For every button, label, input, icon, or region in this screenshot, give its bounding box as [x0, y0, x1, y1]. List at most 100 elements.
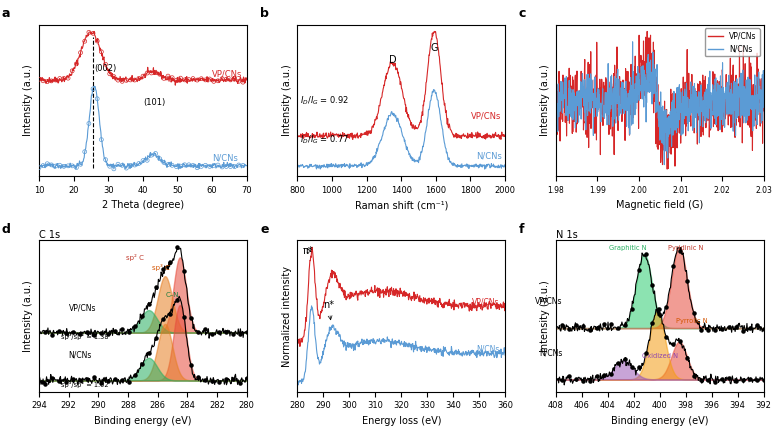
Point	[583, 378, 596, 385]
Point	[112, 161, 125, 168]
Point	[174, 163, 187, 170]
Point	[220, 163, 233, 170]
Point	[178, 76, 191, 83]
Text: f: f	[519, 223, 524, 236]
Text: (002): (002)	[94, 64, 117, 73]
Point	[737, 377, 749, 384]
Point	[709, 378, 721, 385]
Point	[569, 376, 582, 383]
Point	[178, 268, 190, 275]
Point	[101, 378, 114, 385]
Point	[228, 75, 241, 82]
Y-axis label: Intensity (a.u.): Intensity (a.u.)	[23, 280, 33, 352]
Point	[153, 155, 166, 162]
Point	[129, 162, 141, 168]
Point	[132, 160, 145, 167]
Text: π*: π*	[302, 246, 313, 256]
Point	[597, 321, 610, 328]
Point	[170, 77, 182, 84]
Y-axis label: Intensity (a.u.): Intensity (a.u.)	[282, 65, 292, 136]
Text: N/CNs: N/CNs	[539, 348, 562, 357]
Point	[237, 162, 249, 169]
Point	[129, 371, 142, 378]
Point	[122, 378, 135, 385]
Text: sp³/sp² = 1.38: sp³/sp² = 1.38	[62, 333, 108, 340]
Point	[116, 78, 129, 85]
Point	[101, 331, 114, 338]
Y-axis label: Normalized intensity: Normalized intensity	[282, 265, 292, 367]
Point	[60, 378, 72, 385]
Point	[86, 30, 99, 37]
Point	[213, 378, 225, 385]
Point	[185, 314, 197, 321]
Text: e: e	[260, 223, 269, 236]
Point	[178, 162, 191, 168]
Point	[99, 61, 111, 68]
Point	[199, 76, 212, 83]
Point	[141, 157, 153, 164]
Point	[83, 120, 95, 127]
Y-axis label: Intensity (a.u.): Intensity (a.u.)	[541, 280, 550, 352]
Point	[137, 157, 150, 164]
Point	[70, 164, 83, 171]
Text: N/CNs: N/CNs	[212, 153, 238, 162]
Point	[125, 77, 137, 84]
Text: C 1s: C 1s	[39, 229, 60, 239]
Point	[688, 310, 700, 317]
Point	[108, 165, 120, 172]
Point	[619, 356, 631, 363]
Point	[213, 329, 225, 336]
Point	[212, 78, 224, 84]
Point	[162, 161, 174, 168]
Point	[241, 375, 253, 382]
Point	[228, 163, 241, 170]
Point	[143, 300, 156, 307]
Point	[45, 78, 58, 84]
Text: (101): (101)	[143, 98, 165, 107]
Point	[757, 326, 770, 333]
Point	[743, 325, 756, 332]
Point	[170, 163, 182, 170]
Point	[182, 162, 195, 168]
Point	[74, 376, 86, 383]
Point	[730, 323, 742, 330]
Point	[120, 77, 132, 84]
Point	[137, 73, 150, 80]
Point	[70, 60, 83, 67]
Point	[667, 341, 679, 348]
Point	[141, 70, 153, 77]
Point	[108, 73, 120, 80]
Point	[207, 78, 220, 85]
Point	[660, 334, 672, 341]
Point	[224, 163, 237, 170]
Point	[688, 372, 700, 379]
Text: $I_D/I_G$ = 0.77: $I_D/I_G$ = 0.77	[300, 133, 349, 146]
Point	[723, 323, 735, 330]
Text: sp³/sp² = 1.02: sp³/sp² = 1.02	[62, 381, 109, 388]
Point	[556, 377, 569, 384]
Point	[619, 322, 631, 329]
Point	[41, 160, 54, 167]
Point	[108, 375, 121, 382]
Point	[612, 360, 624, 367]
Point	[145, 70, 157, 77]
Point	[709, 327, 721, 334]
Point	[171, 296, 183, 303]
Point	[46, 331, 58, 338]
Point	[199, 376, 211, 383]
Point	[87, 332, 100, 339]
Point	[233, 78, 245, 85]
Text: VP/CNs: VP/CNs	[471, 111, 502, 120]
Text: d: d	[2, 223, 10, 236]
Text: a: a	[2, 7, 10, 20]
Point	[95, 136, 108, 143]
Point	[556, 321, 569, 328]
Point	[674, 337, 686, 344]
Point	[723, 375, 735, 381]
Text: Pyridinic N: Pyridinic N	[668, 245, 703, 251]
Point	[569, 322, 582, 329]
Point	[95, 48, 108, 55]
Point	[33, 76, 45, 83]
Point	[143, 350, 156, 357]
Point	[60, 330, 72, 337]
